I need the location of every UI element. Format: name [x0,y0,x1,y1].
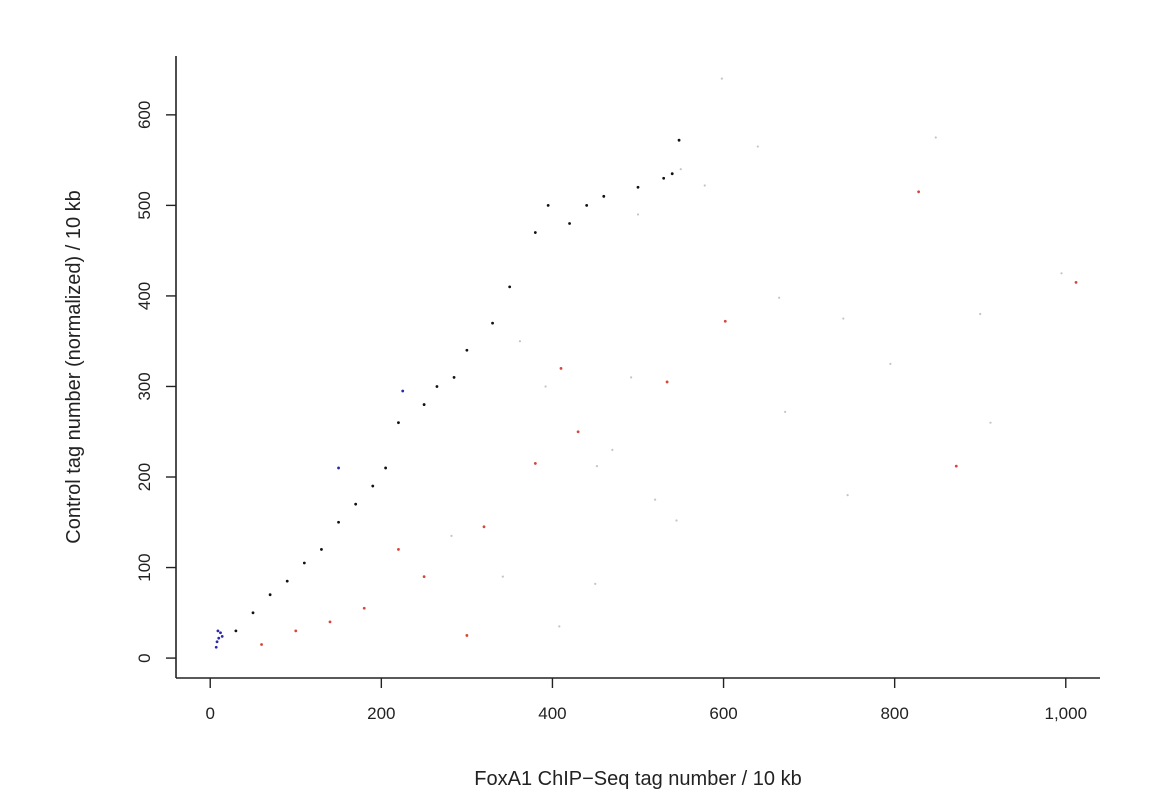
data-point [302,561,306,565]
data-point [846,494,849,497]
data-point [294,629,298,633]
data-point [397,548,400,551]
x-axis-title: FoxA1 ChIP−Seq tag number / 10 kb [474,768,801,790]
x-tick-label: 0 [205,704,214,723]
data-point [482,525,486,529]
data-point [518,340,522,343]
data-point [544,385,547,388]
data-point [337,466,340,470]
data-point [636,213,640,216]
data-point [401,389,405,393]
points-layer [214,77,1078,649]
data-point [720,77,723,80]
data-point [778,296,781,299]
data-point [675,519,678,522]
data-point [234,629,238,633]
data-point [362,606,366,610]
data-point [989,421,992,424]
data-point [662,176,666,180]
data-point [594,582,597,585]
axes-layer: 0 200 400 600 800 1,000 0 100 200 300 400 500 600 [135,56,1100,723]
data-point [756,145,759,148]
data-point [371,484,375,488]
data-point [576,430,580,434]
data-point [219,631,222,635]
data-point [450,534,453,537]
x-tick-label: 800 [880,704,908,723]
data-point [679,168,682,171]
data-point [422,403,426,406]
y-tick-label: 400 [135,282,154,310]
data-point [654,498,657,501]
data-point [422,575,426,578]
data-point [491,321,494,325]
x-tick-label: 1,000 [1045,704,1088,723]
data-point [337,520,340,524]
data-point [954,464,958,468]
y-tick-label: 500 [135,191,154,219]
data-point [501,575,504,578]
data-point [328,620,332,624]
data-point [533,231,537,234]
data-point [889,362,892,365]
x-tick-label: 600 [709,704,737,723]
x-tick-label: 200 [367,704,395,723]
data-point [452,376,456,379]
y-axis-title: Control tag number (normalized) / 10 kb [63,190,85,544]
data-point [320,548,323,551]
data-point [251,611,255,615]
data-point [397,421,400,425]
data-point [217,636,221,640]
data-point [595,465,599,468]
data-point [546,203,550,207]
data-point [917,190,921,194]
data-point [508,285,512,289]
y-tick-label: 600 [135,101,154,129]
y-tick-label: 300 [135,372,154,400]
y-tick-label: 0 [135,653,154,662]
data-point [215,640,219,644]
data-point [558,625,561,628]
data-point [268,593,272,597]
data-point [384,466,388,470]
data-point [979,312,982,316]
data-point [260,643,263,646]
data-point [636,185,640,189]
data-point [703,184,706,187]
data-point [784,410,787,413]
data-point [677,138,681,142]
data-point [354,502,358,506]
data-point [220,634,224,638]
data-point [465,348,469,352]
data-point [585,203,589,207]
data-point [465,634,469,637]
data-point [602,194,606,198]
data-point [665,380,669,384]
x-tick-label: 400 [538,704,566,723]
y-tick-label: 200 [135,463,154,491]
data-point [216,629,220,633]
data-point [1060,272,1063,275]
data-point [842,317,845,320]
data-point [670,172,674,176]
data-point [214,645,218,649]
data-point [285,579,289,583]
data-point [533,462,537,465]
y-tick-label: 100 [135,553,154,581]
data-point [934,136,937,139]
data-point [1074,280,1078,284]
data-point [723,319,727,323]
data-point [611,448,614,451]
data-point [630,376,633,379]
data-point [435,385,439,388]
data-point [568,222,571,225]
data-point [559,366,563,370]
